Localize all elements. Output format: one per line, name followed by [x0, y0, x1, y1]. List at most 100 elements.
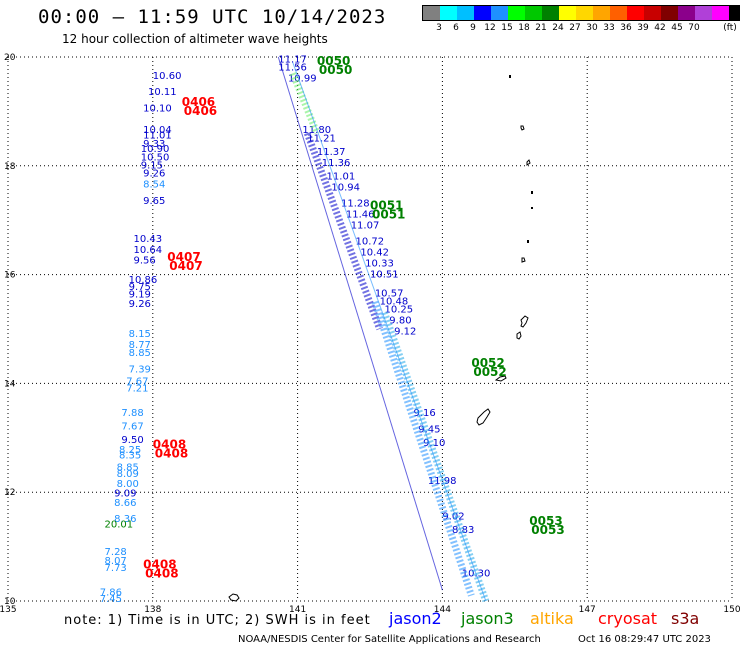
- legend-swatch: [627, 6, 644, 20]
- wave-height-value: 10.64: [133, 245, 162, 256]
- pass-time-label: 0052: [471, 356, 504, 370]
- legend-swatch: [678, 6, 695, 20]
- wave-height-value: 9.10: [423, 438, 445, 449]
- wave-height-value: 11.07: [351, 220, 380, 231]
- wave-height-value: 11.01: [143, 131, 172, 142]
- legend-swatch: [542, 6, 559, 20]
- legend-label: 15: [501, 23, 513, 33]
- island-outline: [228, 593, 240, 602]
- pass-time-label: 0051: [370, 198, 403, 212]
- wave-height-value: 10.72: [356, 237, 385, 248]
- legend-jason2: jason2: [389, 609, 442, 628]
- island-outline: [520, 315, 529, 328]
- wave-height-value: 7.67: [126, 376, 148, 387]
- legend-label: 42: [654, 23, 666, 33]
- pass-time-label: 0050: [319, 63, 352, 77]
- island-outline: [516, 331, 522, 340]
- legend-swatch: [712, 6, 729, 20]
- land-features: [228, 75, 533, 602]
- wave-height-value: 8.66: [114, 498, 136, 509]
- lat-tick-label: 12: [4, 488, 15, 498]
- pass-time-label: 0408: [145, 566, 178, 580]
- track-swath: [289, 72, 321, 135]
- island-marker: [531, 191, 533, 194]
- wave-height-value: 20.01: [105, 520, 134, 531]
- wave-height-value: 10.99: [288, 73, 317, 84]
- footer-note: note: 1) Time is in UTC; 2) SWH is in fe…: [64, 613, 371, 628]
- track-swath: [381, 311, 490, 603]
- legend-jason3: jason3: [461, 609, 514, 628]
- wave-height-value: 9.33: [143, 139, 165, 150]
- lon-tick-label: 135: [0, 605, 17, 615]
- island-marker: [527, 240, 529, 243]
- wave-height-value: 7.45: [100, 594, 122, 605]
- lat-tick-label: 18: [4, 162, 16, 172]
- wave-height-value: 10.42: [360, 248, 389, 259]
- legend-swatch: [695, 6, 712, 20]
- track-line: [292, 62, 487, 602]
- wave-height-value: 11.56: [278, 63, 307, 74]
- wave-height-value: 9.56: [133, 256, 155, 267]
- wave-height-value: 9.80: [389, 316, 411, 327]
- legend-altika: altika: [530, 609, 574, 628]
- wave-height-value: 8.36: [114, 514, 136, 525]
- wave-height-value: 11.21: [307, 133, 336, 144]
- track-line: [277, 56, 443, 591]
- west-satellite-track: 10.6010.1110.1010.0411.019.3310.9010.509…: [100, 71, 182, 605]
- legend-swatch: [508, 6, 525, 20]
- wave-height-value: 9.15: [141, 161, 163, 172]
- legend-swatch: [525, 6, 542, 20]
- wave-height-value: 9.75: [129, 282, 151, 293]
- pass-time-label: 0406: [184, 104, 217, 118]
- pass-time-label: 0407: [169, 259, 202, 273]
- lon-tick-label: 141: [289, 605, 306, 615]
- legend-label: 3: [436, 23, 442, 33]
- wave-height-value: 10.04: [143, 125, 172, 136]
- wave-height-value: 10.48: [380, 297, 409, 308]
- legend-color-bar: [422, 5, 740, 21]
- legend-swatch: [610, 6, 627, 20]
- wave-height-value: 9.09: [114, 489, 136, 500]
- pass-time-label: 0052: [473, 365, 506, 379]
- wave-height-value: 11.46: [346, 209, 375, 220]
- legend-label: 9: [470, 23, 476, 33]
- pass-time-label: 0408: [153, 438, 186, 452]
- wave-height-value: 7.21: [126, 384, 148, 395]
- lon-tick-label: 150: [723, 605, 740, 615]
- wave-height-value: 8.15: [129, 329, 151, 340]
- wave-height-value: 10.57: [375, 288, 404, 299]
- wave-height-value: 8.35: [119, 450, 141, 461]
- wave-height-value: 11.98: [428, 476, 457, 487]
- legend-label: 6: [453, 23, 459, 33]
- island-marker: [531, 207, 533, 209]
- wave-height-value: 10.43: [133, 234, 162, 245]
- wave-height-value: 8.77: [129, 340, 151, 351]
- map-title: 00:00 – 11:59 UTC 10/14/2023: [38, 6, 387, 28]
- lat-tick-label: 16: [4, 271, 16, 281]
- wave-height-value: 8.85: [117, 462, 139, 473]
- wave-height-value: 11.37: [317, 147, 346, 158]
- wave-height-value: 10.94: [331, 182, 360, 193]
- legend-label: 30: [586, 23, 598, 33]
- wave-height-value: 9.02: [442, 511, 464, 522]
- wave-height-value: 10.25: [384, 305, 413, 316]
- lon-tick-label: 144: [434, 605, 451, 615]
- wave-height-value: 9.26: [143, 169, 165, 180]
- wave-height-value: 8.54: [143, 180, 165, 191]
- legend-swatch: [423, 6, 440, 20]
- pass-time-label: 0407: [167, 250, 200, 264]
- wave-height-value: 11.01: [327, 171, 356, 182]
- wave-height-value: 8.00: [117, 479, 139, 490]
- wave-height-value: 10.60: [153, 71, 182, 82]
- pass-time-label: 0051: [372, 207, 405, 221]
- wave-height-value: 7.88: [121, 408, 143, 419]
- wave-height-value: 10.90: [141, 144, 170, 155]
- legend-label: 39: [637, 23, 649, 33]
- wave-height-value: 8.07: [105, 556, 127, 567]
- wave-height-value: 9.45: [418, 424, 440, 435]
- lat-tick-label: 14: [4, 379, 16, 389]
- legend-label: 70: [688, 23, 700, 33]
- wave-height-value: 10.11: [148, 87, 177, 98]
